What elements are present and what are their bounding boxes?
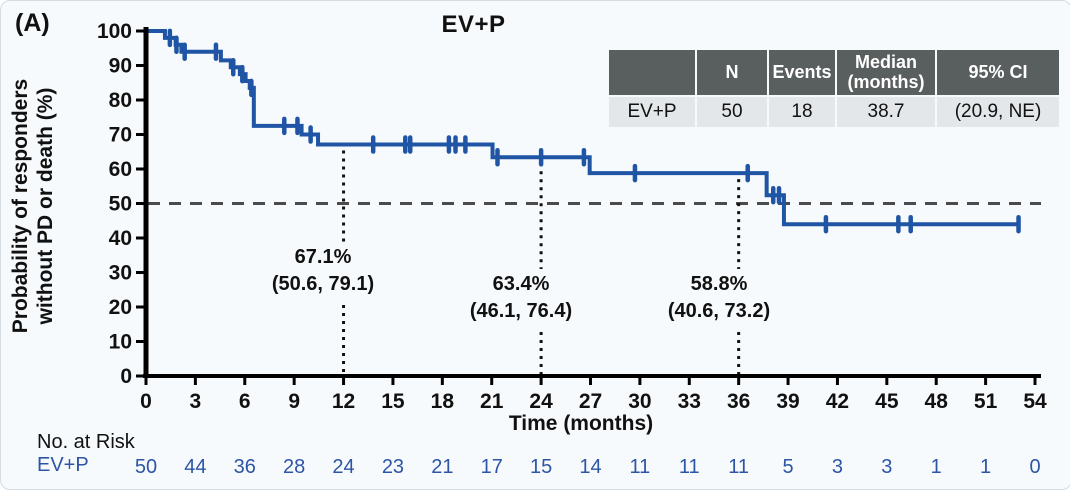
svg-text:45: 45 bbox=[875, 390, 899, 413]
svg-text:27: 27 bbox=[579, 390, 602, 413]
svg-text:15: 15 bbox=[530, 456, 552, 478]
milestone-dotted-lines bbox=[342, 150, 741, 374]
summary-table-cell-n: 50 bbox=[697, 97, 767, 127]
svg-text:0: 0 bbox=[140, 390, 152, 413]
annotation-12-months-rate: 67.1% bbox=[294, 246, 352, 268]
svg-text:24: 24 bbox=[529, 390, 553, 413]
svg-text:18: 18 bbox=[431, 390, 455, 413]
summary-table-header-events: Events bbox=[769, 50, 835, 95]
svg-text:30: 30 bbox=[109, 262, 132, 285]
svg-text:10: 10 bbox=[109, 331, 132, 354]
at-risk-values: 50 44 36 28 24 23 21 17 15 14 11 11 11 5 3 3 1 1 0 bbox=[135, 456, 1041, 478]
svg-text:44: 44 bbox=[184, 456, 206, 478]
svg-text:30: 30 bbox=[628, 390, 651, 413]
annotation-36-months-ci: (40.6, 73.2) bbox=[667, 300, 771, 322]
svg-text:23: 23 bbox=[382, 456, 404, 478]
svg-text:21: 21 bbox=[431, 456, 453, 478]
summary-table-cell-median: 38.7 bbox=[837, 97, 935, 127]
svg-text:40: 40 bbox=[109, 227, 132, 250]
at-risk-group-label: EV+P bbox=[37, 454, 89, 476]
x-axis-ticks: 0 3 6 9 12 15 18 21 24 27 30 33 36 39 42 45 48 51 54 bbox=[140, 376, 1047, 413]
svg-text:48: 48 bbox=[925, 390, 949, 413]
summary-table-cell-group: EV+P bbox=[609, 97, 695, 127]
svg-text:36: 36 bbox=[234, 456, 256, 478]
svg-text:90: 90 bbox=[109, 55, 132, 78]
summary-table-cell-events: 18 bbox=[769, 97, 835, 127]
svg-text:3: 3 bbox=[832, 456, 843, 478]
svg-text:80: 80 bbox=[109, 89, 132, 112]
svg-text:28: 28 bbox=[283, 456, 305, 478]
svg-text:36: 36 bbox=[727, 390, 750, 413]
chart-title: EV+P bbox=[441, 11, 506, 38]
summary-table-header-blank bbox=[609, 50, 695, 95]
svg-text:51: 51 bbox=[974, 390, 998, 413]
svg-text:11: 11 bbox=[728, 456, 749, 478]
annotation-24-months-rate: 63.4% bbox=[492, 273, 550, 295]
svg-text:12: 12 bbox=[332, 390, 355, 413]
censor-marks bbox=[167, 28, 1021, 234]
svg-text:9: 9 bbox=[288, 390, 300, 413]
svg-text:39: 39 bbox=[776, 390, 799, 413]
summary-table: N Events Median (months) 95% CI EV+P 50 … bbox=[609, 50, 1059, 127]
svg-text:3: 3 bbox=[881, 456, 892, 478]
svg-text:6: 6 bbox=[239, 390, 251, 413]
svg-text:1: 1 bbox=[931, 456, 942, 478]
x-axis-label: Time (months) bbox=[508, 412, 654, 435]
svg-text:0: 0 bbox=[120, 365, 132, 388]
annotation-12-months-ci: (50.6, 79.1) bbox=[271, 273, 375, 295]
svg-text:14: 14 bbox=[579, 456, 601, 478]
summary-table-cell-ci: (20.9, NE) bbox=[937, 97, 1059, 127]
annotation-12-months: 67.1% (50.6, 79.1) bbox=[223, 244, 423, 298]
svg-text:24: 24 bbox=[332, 456, 354, 478]
svg-text:100: 100 bbox=[97, 20, 132, 43]
summary-table-header-median: Median (months) bbox=[837, 50, 935, 95]
svg-text:60: 60 bbox=[109, 158, 132, 181]
svg-text:20: 20 bbox=[109, 296, 132, 319]
annotation-24-months-ci: (46.1, 76.4) bbox=[469, 300, 573, 322]
svg-text:50: 50 bbox=[109, 193, 132, 216]
annotation-24-months: 63.4% (46.1, 76.4) bbox=[421, 271, 621, 325]
svg-text:11: 11 bbox=[679, 456, 700, 478]
panel-label: (A) bbox=[15, 9, 50, 37]
svg-text:15: 15 bbox=[381, 390, 405, 413]
svg-text:42: 42 bbox=[826, 390, 849, 413]
annotation-36-months: 58.8% (40.6, 73.2) bbox=[619, 271, 819, 325]
svg-text:0: 0 bbox=[1029, 456, 1040, 478]
svg-text:21: 21 bbox=[480, 390, 504, 413]
summary-table-header-ci: 95% CI bbox=[937, 50, 1059, 95]
svg-text:33: 33 bbox=[678, 390, 701, 413]
svg-text:50: 50 bbox=[135, 456, 157, 478]
svg-text:3: 3 bbox=[190, 390, 202, 413]
annotation-36-months-rate: 58.8% bbox=[690, 273, 748, 295]
svg-text:5: 5 bbox=[782, 456, 793, 478]
svg-text:11: 11 bbox=[630, 456, 651, 478]
svg-text:1: 1 bbox=[980, 456, 991, 478]
summary-table-header-n: N bbox=[697, 50, 767, 95]
no-at-risk-label: No. at Risk bbox=[37, 431, 135, 453]
y-axis-ticks: 0 10 20 30 40 50 60 70 80 90 100 bbox=[97, 20, 146, 388]
svg-text:54: 54 bbox=[1023, 390, 1047, 413]
svg-text:70: 70 bbox=[109, 124, 132, 147]
svg-text:17: 17 bbox=[481, 456, 503, 478]
